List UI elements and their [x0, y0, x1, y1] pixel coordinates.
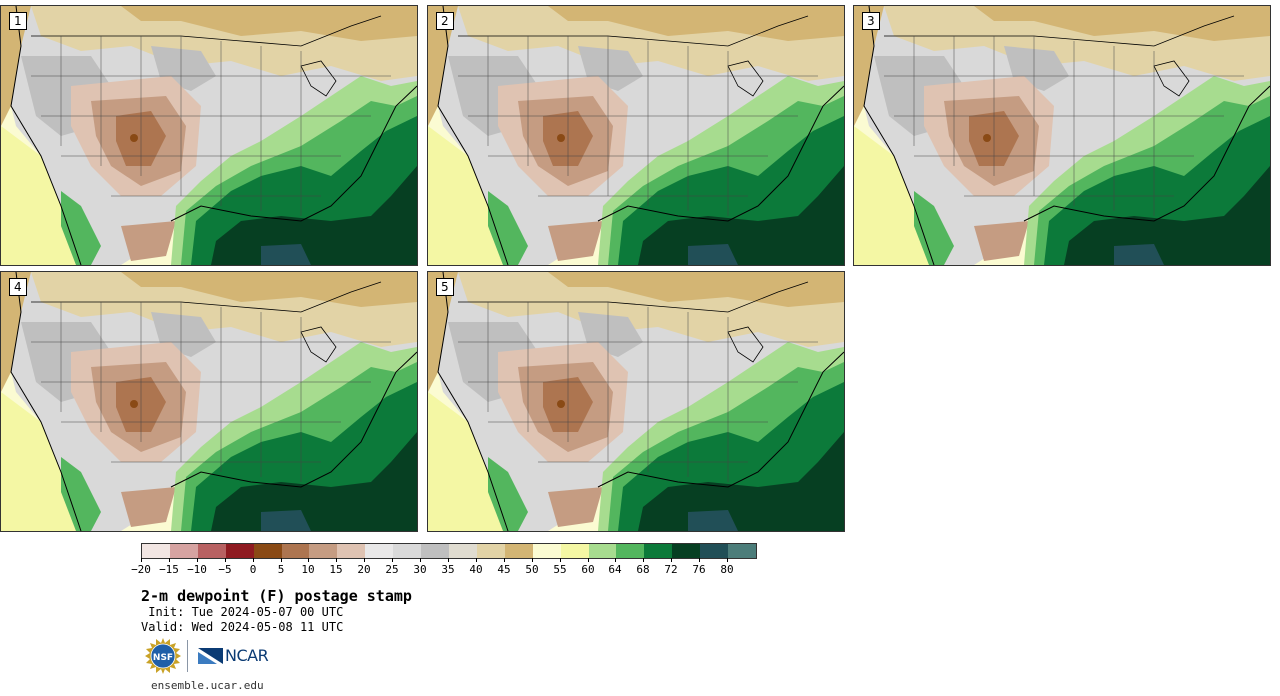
colorbar-tick — [560, 558, 561, 562]
colorbar-swatch — [672, 544, 701, 558]
footer-url: ensemble.ucar.edu — [151, 679, 264, 692]
colorbar-tick-label: 55 — [553, 563, 567, 576]
colorbar-tick-label: 20 — [357, 563, 371, 576]
colorbar-tick-label: 45 — [497, 563, 511, 576]
colorbar-swatch — [504, 544, 533, 558]
colorbar-tick-label: 76 — [692, 563, 706, 576]
colorbar-tick — [281, 558, 282, 562]
colorbar-tick-label: 15 — [329, 563, 343, 576]
colorbar-tick — [169, 558, 170, 562]
colorbar-tick-label: 10 — [301, 563, 315, 576]
panel-label: 2 — [436, 12, 454, 30]
colorbar-swatch — [253, 544, 282, 558]
dewpoint-map-4 — [1, 272, 417, 531]
colorbar-swatch — [616, 544, 645, 558]
map-panel-3: 3 — [853, 5, 1271, 266]
colorbar-swatch — [476, 544, 505, 558]
colorbar-swatch — [337, 544, 366, 558]
colorbar-swatch — [728, 544, 756, 558]
dewpoint-map-5 — [428, 272, 844, 531]
colorbar-tick-label: −5 — [218, 563, 232, 576]
colorbar-tick — [504, 558, 505, 562]
colorbar-tick-label: 60 — [581, 563, 595, 576]
colorbar-tick — [448, 558, 449, 562]
colorbar-tick — [364, 558, 365, 562]
colorbar-swatch — [532, 544, 561, 558]
colorbar-tick-label: 64 — [608, 563, 622, 576]
dewpoint-map-1 — [1, 6, 417, 265]
map-panel-1: 1 — [0, 5, 418, 266]
colorbar-tick-label: 80 — [720, 563, 734, 576]
colorbar-tick — [392, 558, 393, 562]
colorbar-tick — [197, 558, 198, 562]
map-panel-4: 4 — [0, 271, 418, 532]
colorbar-tick — [643, 558, 644, 562]
colorbar-tick — [671, 558, 672, 562]
colorbar-tick — [253, 558, 254, 562]
colorbar-tick-label: 40 — [469, 563, 483, 576]
colorbar-swatch — [644, 544, 673, 558]
colorbar-tick-label: 30 — [413, 563, 427, 576]
map-panel-2: 2 — [427, 5, 845, 266]
colorbar-tick-label: −20 — [131, 563, 151, 576]
init-time: Init: Tue 2024-05-07 00 UTC — [141, 605, 344, 619]
colorbar-tick-label: 72 — [664, 563, 678, 576]
valid-time: Valid: Wed 2024-05-08 11 UTC — [141, 620, 344, 634]
colorbar-tick — [336, 558, 337, 562]
panel-label: 4 — [9, 278, 27, 296]
colorbar-swatch — [421, 544, 449, 558]
colorbar-tick-label: 50 — [525, 563, 539, 576]
colorbar-swatch — [197, 544, 226, 558]
colorbar-swatch — [142, 544, 170, 558]
ncar-logo-text: NCAR — [225, 646, 269, 665]
logo-divider — [187, 640, 188, 672]
colorbar-tick-label: 0 — [249, 563, 257, 576]
colorbar-swatch — [588, 544, 617, 558]
colorbar-swatch — [700, 544, 729, 558]
colorbar-ticks: −20 −15 −10 −5 0 5 10 15 20 25 30 35 40 45 50 55 60 64 68 7… — [131, 558, 755, 578]
nsf-logo-icon: NSF — [145, 638, 181, 674]
colorbar-tick — [588, 558, 589, 562]
colorbar-tick — [141, 558, 142, 562]
colorbar-tick-label: −15 — [159, 563, 179, 576]
colorbar-swatch — [448, 544, 477, 558]
colorbar-tick — [699, 558, 700, 562]
colorbar-swatch — [365, 544, 394, 558]
colorbar-tick — [308, 558, 309, 562]
colorbar-swatch — [169, 544, 198, 558]
dewpoint-map-2 — [428, 6, 844, 265]
colorbar-tick-label: 68 — [636, 563, 650, 576]
colorbar-swatch — [393, 544, 422, 558]
colorbar-tick — [532, 558, 533, 562]
panel-label: 1 — [9, 12, 27, 30]
colorbar-swatch — [225, 544, 254, 558]
colorbar-tick-label: 35 — [441, 563, 455, 576]
page-title: 2-m dewpoint (F) postage stamp — [141, 587, 412, 605]
colorbar-swatch — [309, 544, 338, 558]
colorbar-tick-label: 25 — [385, 563, 399, 576]
colorbar-tick — [727, 558, 728, 562]
colorbar-swatch — [560, 544, 589, 558]
dewpoint-map-3 — [854, 6, 1270, 265]
colorbar-tick — [420, 558, 421, 562]
colorbar-tick-label: −10 — [187, 563, 207, 576]
colorbar-tick-label: 5 — [277, 563, 285, 576]
colorbar-tick — [225, 558, 226, 562]
svg-text:NSF: NSF — [153, 653, 173, 663]
colorbar — [141, 543, 757, 559]
colorbar-swatch — [281, 544, 310, 558]
panel-label: 5 — [436, 278, 454, 296]
ncar-logo-icon — [198, 648, 223, 664]
panel-label: 3 — [862, 12, 880, 30]
colorbar-tick — [615, 558, 616, 562]
colorbar-tick — [476, 558, 477, 562]
map-panel-5: 5 — [427, 271, 845, 532]
